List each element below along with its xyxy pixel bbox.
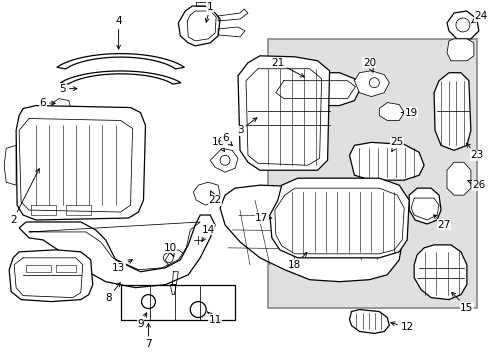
- Polygon shape: [354, 71, 388, 96]
- Text: 10: 10: [163, 243, 177, 256]
- Polygon shape: [277, 73, 359, 105]
- Text: 17: 17: [255, 213, 271, 223]
- Text: 21: 21: [271, 58, 304, 77]
- Polygon shape: [53, 99, 71, 113]
- Polygon shape: [408, 188, 440, 224]
- Text: 5: 5: [60, 84, 77, 94]
- Text: 7: 7: [145, 323, 151, 349]
- Polygon shape: [446, 11, 478, 39]
- Polygon shape: [446, 162, 470, 195]
- Polygon shape: [4, 145, 16, 185]
- Polygon shape: [349, 142, 423, 180]
- Polygon shape: [193, 182, 220, 205]
- Polygon shape: [57, 54, 184, 69]
- Text: 20: 20: [362, 58, 375, 72]
- Text: 18: 18: [287, 252, 306, 270]
- Text: 12: 12: [390, 322, 413, 333]
- Polygon shape: [379, 103, 404, 121]
- Polygon shape: [178, 6, 220, 46]
- Text: 22: 22: [208, 191, 222, 205]
- Text: 27: 27: [433, 215, 450, 230]
- Text: 26: 26: [467, 180, 485, 190]
- Bar: [267, 39, 476, 307]
- Text: 6: 6: [222, 134, 232, 146]
- Polygon shape: [433, 73, 470, 150]
- Polygon shape: [60, 71, 181, 84]
- Text: 15: 15: [451, 292, 472, 312]
- Polygon shape: [19, 215, 215, 288]
- Polygon shape: [9, 250, 93, 302]
- Text: 4: 4: [115, 16, 122, 49]
- Polygon shape: [349, 310, 388, 333]
- Text: 1: 1: [205, 2, 213, 22]
- Polygon shape: [238, 56, 329, 170]
- Text: 2: 2: [10, 168, 39, 225]
- Polygon shape: [165, 250, 188, 272]
- Text: 13: 13: [112, 260, 132, 273]
- Text: 16: 16: [211, 138, 224, 152]
- Polygon shape: [413, 245, 466, 300]
- Polygon shape: [220, 185, 404, 282]
- Text: 19: 19: [401, 108, 417, 117]
- Text: 3: 3: [236, 118, 256, 135]
- Text: 6: 6: [40, 98, 55, 108]
- Text: 25: 25: [390, 138, 403, 152]
- Polygon shape: [446, 39, 473, 61]
- Text: 14: 14: [201, 225, 214, 242]
- Polygon shape: [16, 105, 145, 220]
- Text: 11: 11: [207, 312, 222, 324]
- Text: 23: 23: [466, 143, 483, 160]
- Text: 9: 9: [137, 313, 146, 329]
- Text: 8: 8: [105, 283, 120, 303]
- Polygon shape: [269, 178, 408, 258]
- Polygon shape: [210, 148, 238, 172]
- Text: 24: 24: [470, 11, 487, 23]
